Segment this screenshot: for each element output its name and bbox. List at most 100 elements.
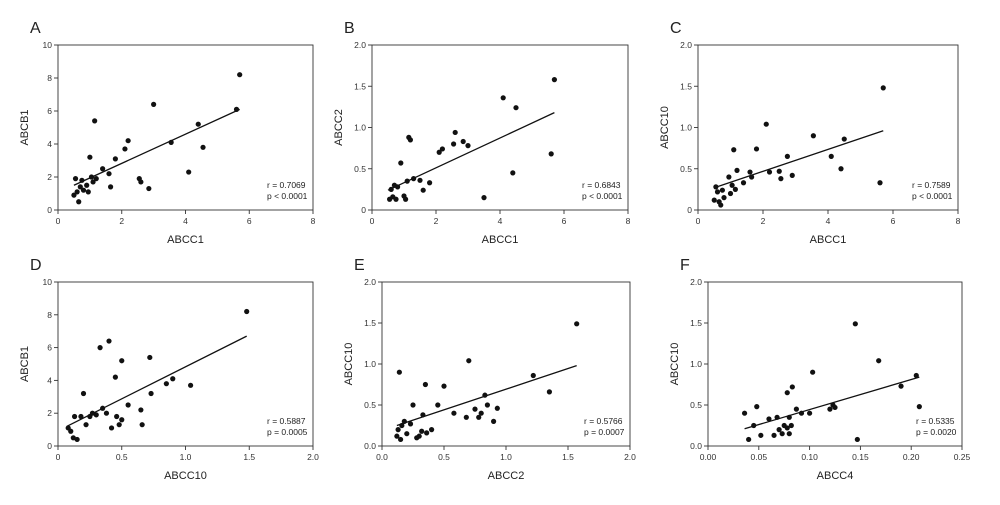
panel-letter: E xyxy=(354,257,365,274)
y-tick-label: 4 xyxy=(47,375,52,385)
stat-p: p < 0.0001 xyxy=(912,191,953,201)
data-point xyxy=(854,436,860,443)
data-point xyxy=(97,345,103,351)
data-point xyxy=(233,106,240,112)
data-point xyxy=(80,390,87,397)
data-point xyxy=(107,184,114,190)
data-point xyxy=(491,418,497,424)
data-point xyxy=(776,427,782,433)
data-point xyxy=(476,414,482,420)
data-point xyxy=(84,182,90,188)
data-point xyxy=(472,406,478,412)
data-point xyxy=(548,151,554,157)
x-tick-label: 2.0 xyxy=(307,452,319,462)
data-point xyxy=(726,174,732,180)
data-point xyxy=(452,129,458,136)
data-point xyxy=(85,189,91,195)
data-point xyxy=(103,410,110,416)
y-axis-title: ABCB1 xyxy=(19,109,31,145)
data-point xyxy=(396,369,402,375)
data-point xyxy=(880,85,886,91)
data-point xyxy=(71,192,77,198)
data-point xyxy=(395,427,401,433)
y-tick-label: 1.0 xyxy=(354,123,366,133)
data-point xyxy=(138,179,144,185)
data-point xyxy=(93,176,99,182)
x-tick-label: 2 xyxy=(119,216,124,226)
data-point xyxy=(798,410,805,416)
data-point xyxy=(546,389,553,395)
y-tick-label: 8 xyxy=(47,73,52,83)
data-point xyxy=(734,167,740,173)
data-point xyxy=(763,121,769,127)
data-point xyxy=(151,101,157,107)
data-point xyxy=(500,95,506,101)
x-tick-label: 6 xyxy=(891,216,896,226)
x-axis-title: ABCC10 xyxy=(164,470,207,482)
data-point xyxy=(419,428,425,434)
data-point xyxy=(125,402,131,408)
panel-letter: A xyxy=(30,20,41,37)
y-axis-title: ABCB1 xyxy=(19,346,31,382)
data-point xyxy=(112,374,118,380)
y-tick-label: 2 xyxy=(47,172,52,182)
stat-p: p = 0.0005 xyxy=(267,427,308,437)
data-point xyxy=(439,146,445,152)
data-point xyxy=(420,412,426,418)
data-point xyxy=(727,190,734,197)
data-point xyxy=(460,138,466,145)
y-tick-label: 0 xyxy=(47,205,52,215)
data-point xyxy=(148,390,154,397)
x-tick-label: 0.5 xyxy=(438,452,450,462)
y-tick-label: 2.0 xyxy=(690,277,702,287)
data-point xyxy=(714,189,721,195)
data-point xyxy=(398,160,404,166)
stat-p: p = 0.0020 xyxy=(916,427,957,437)
data-point xyxy=(80,187,87,193)
data-point xyxy=(411,176,417,182)
data-point xyxy=(466,358,472,364)
x-tick-label: 4 xyxy=(183,216,188,226)
y-tick-label: 0.5 xyxy=(354,164,366,174)
data-point xyxy=(139,422,145,428)
data-point xyxy=(106,338,112,344)
stat-r: r = 0.7069 xyxy=(267,180,306,190)
x-tick-label: 0.15 xyxy=(852,452,869,462)
data-point xyxy=(424,430,430,436)
data-point xyxy=(170,376,176,382)
data-point xyxy=(465,143,471,149)
data-point xyxy=(877,180,883,186)
data-point xyxy=(838,166,844,172)
data-point xyxy=(766,169,773,175)
data-point xyxy=(788,422,794,429)
stat-p: p < 0.0001 xyxy=(582,191,623,201)
regression-line xyxy=(66,335,247,427)
data-point xyxy=(478,410,484,416)
y-tick-label: 1.5 xyxy=(364,318,376,328)
stat-r: r = 0.6843 xyxy=(582,180,621,190)
data-point xyxy=(71,413,78,420)
data-point xyxy=(451,141,457,147)
data-point xyxy=(718,202,724,208)
x-tick-label: 0.00 xyxy=(700,452,717,462)
data-point xyxy=(898,383,904,389)
x-tick-label: 1.0 xyxy=(180,452,192,462)
data-point xyxy=(776,168,782,174)
data-point xyxy=(789,172,795,178)
data-point xyxy=(494,405,500,411)
data-point xyxy=(116,422,122,428)
data-point xyxy=(766,416,772,422)
panel-f: F 0.00 0.05 0.10 0.15 0.20 0.25 0.0 0.5 1.0 1.5 2.0… xyxy=(669,257,971,482)
data-point xyxy=(429,427,435,433)
x-tick-label: 0.5 xyxy=(116,452,128,462)
y-tick-label: 0 xyxy=(47,441,52,451)
data-point xyxy=(119,417,125,423)
data-point xyxy=(88,174,95,180)
data-point xyxy=(410,402,416,408)
data-point xyxy=(407,137,413,143)
data-point xyxy=(74,189,80,195)
y-tick-label: 0 xyxy=(687,205,692,215)
y-tick-label: 0 xyxy=(361,205,366,215)
data-point xyxy=(78,413,84,420)
